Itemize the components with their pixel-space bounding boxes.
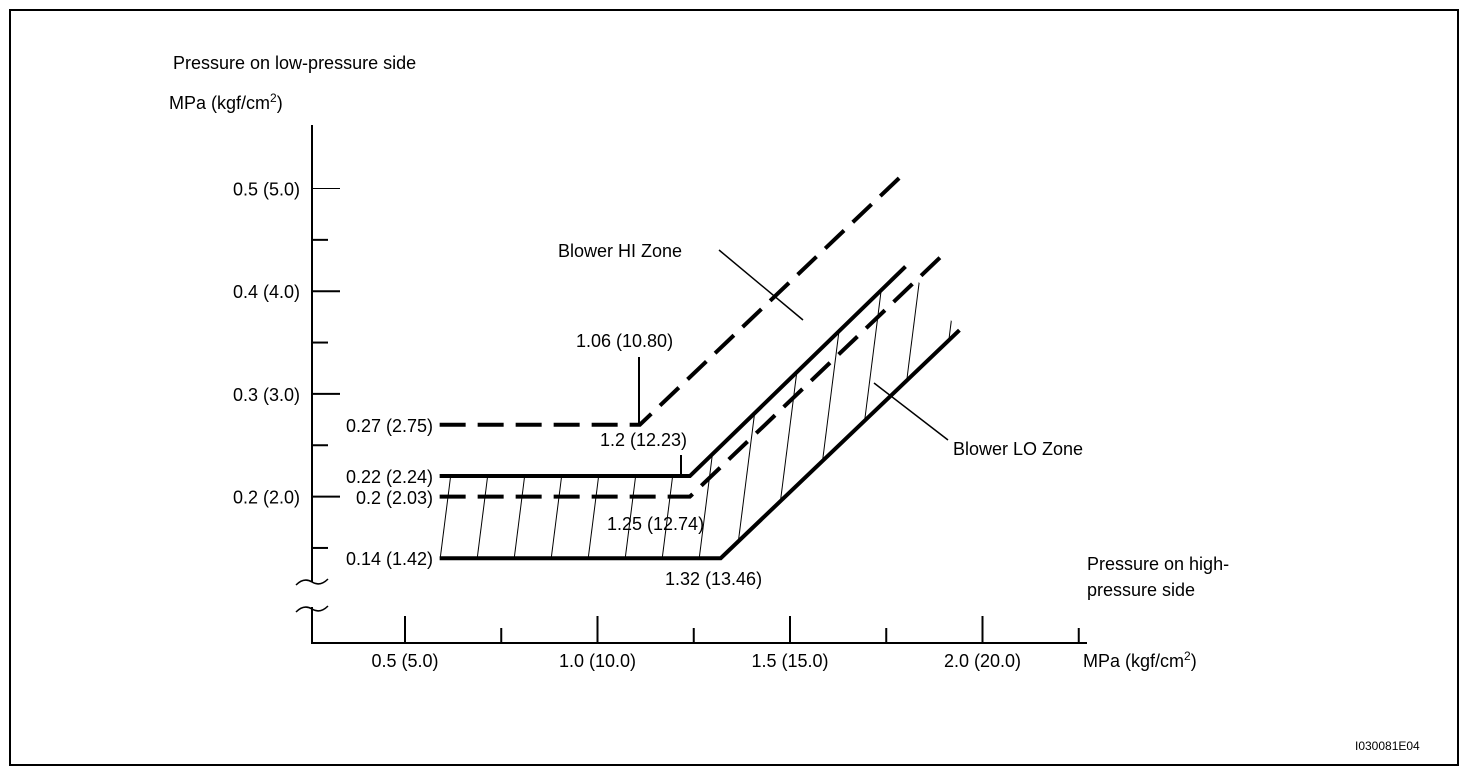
hatch-line bbox=[957, 266, 960, 559]
annotation-1-2: 1.2 (12.23) bbox=[600, 430, 687, 450]
hatch-line bbox=[439, 266, 479, 559]
annotation-0-22: 0.22 (2.24) bbox=[346, 467, 433, 487]
y-tick-label: 0.5 (5.0) bbox=[233, 180, 300, 200]
hatch-lines bbox=[439, 260, 1033, 560]
annotation-0-2: 0.2 (2.03) bbox=[356, 488, 433, 508]
x-tick-label: 1.5 (15.0) bbox=[751, 651, 828, 671]
y-axis-unit: MPa (kgf/cm2) bbox=[169, 91, 283, 113]
annotation-1-06: 1.06 (10.80) bbox=[576, 331, 673, 351]
hatch-line bbox=[476, 266, 516, 559]
hatch-line bbox=[920, 266, 960, 559]
x-tick-label: 2.0 (20.0) bbox=[944, 651, 1021, 671]
hatch-line bbox=[809, 266, 849, 559]
hatch-line bbox=[995, 260, 1033, 560]
hatch-line bbox=[698, 266, 738, 559]
annotation-0-14: 0.14 (1.42) bbox=[346, 549, 433, 569]
axes bbox=[295, 125, 1087, 644]
annotation-0-27: 0.27 (2.75) bbox=[346, 416, 433, 436]
figure-frame bbox=[9, 9, 1459, 766]
series-line bbox=[439, 265, 907, 479]
x-tick-label: 1.0 (10.0) bbox=[559, 651, 636, 671]
series-line bbox=[439, 328, 961, 561]
blower-hi-zone-label: Blower HI Zone bbox=[558, 241, 682, 261]
leader-lo-zone bbox=[873, 382, 949, 441]
y-tick-label: 0.2 (2.0) bbox=[233, 488, 300, 508]
x-axis-title-line2: pressure side bbox=[1087, 580, 1195, 600]
y-axis-title: Pressure on low-pressure side bbox=[173, 53, 416, 73]
x-tick-label: 0.5 (5.0) bbox=[371, 651, 438, 671]
figure-id: I030081E04 bbox=[1355, 739, 1420, 753]
hatch-line bbox=[772, 266, 812, 559]
axis-break-icon bbox=[295, 578, 329, 586]
blower-lo-zone-label: Blower LO Zone bbox=[953, 439, 1083, 459]
y-tick-label: 0.3 (3.0) bbox=[233, 385, 300, 405]
x-axis-unit: MPa (kgf/cm2) bbox=[1083, 649, 1197, 671]
hatch-line bbox=[883, 266, 923, 559]
annotation-1-25: 1.25 (12.74) bbox=[607, 514, 704, 534]
series-line bbox=[439, 170, 907, 427]
hatch-line bbox=[550, 266, 590, 559]
axis-break-icon bbox=[295, 605, 329, 613]
series-lines bbox=[439, 170, 961, 561]
lo-zone-hatching bbox=[439, 260, 1033, 560]
series-line bbox=[439, 248, 950, 499]
x-axis-title-line1: Pressure on high- bbox=[1087, 554, 1229, 574]
hatch-line bbox=[513, 266, 553, 559]
leader-hi-zone bbox=[718, 249, 804, 321]
annotation-1-32: 1.32 (13.46) bbox=[665, 569, 762, 589]
y-tick-label: 0.4 (4.0) bbox=[233, 282, 300, 302]
